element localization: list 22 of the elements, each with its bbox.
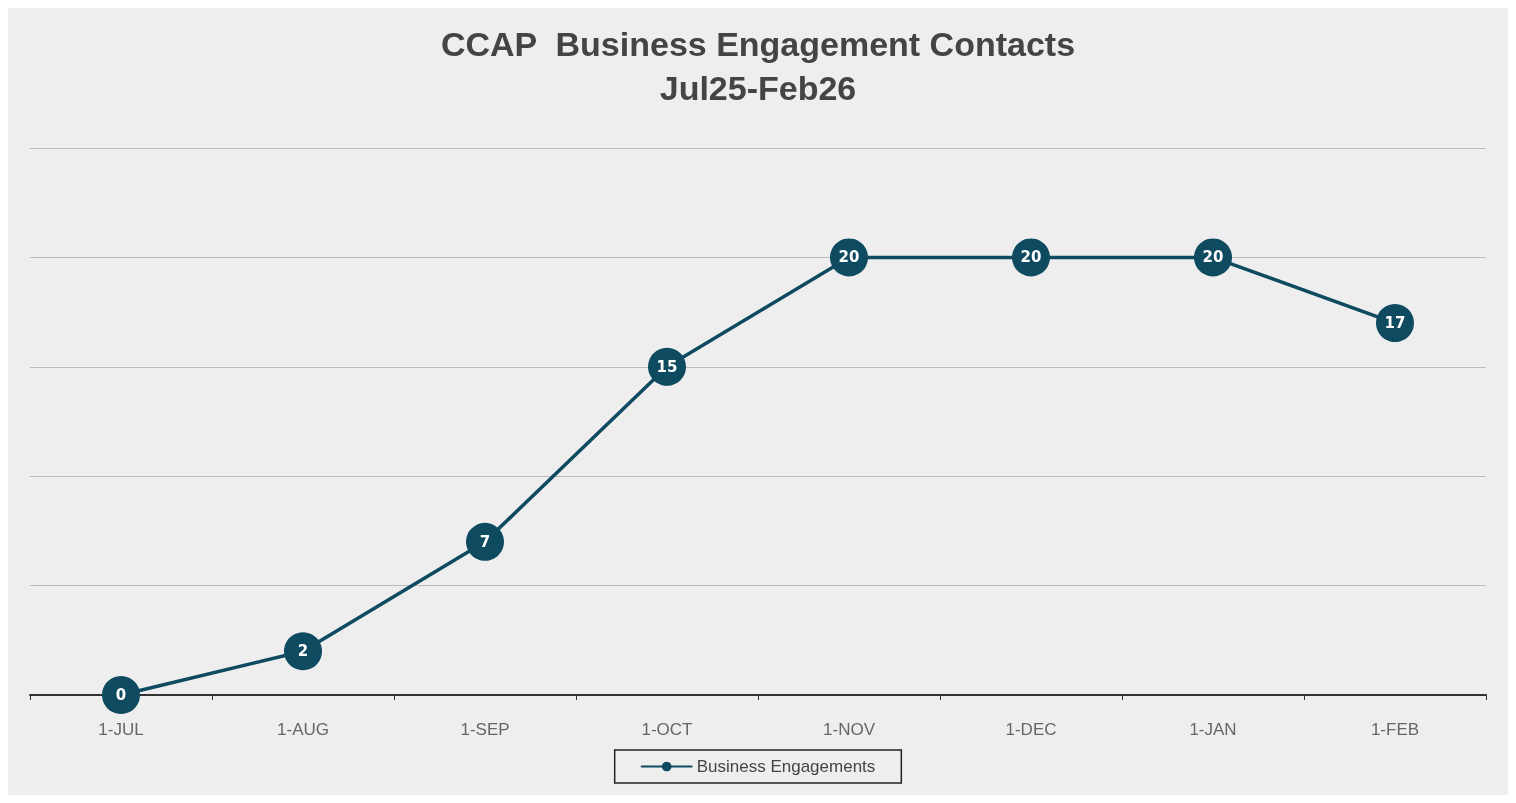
point: [284, 632, 322, 671]
chart-title: CCAP Business Engagement Contacts: [440, 25, 1076, 63]
x-tick-label: 1-AUG: [277, 720, 329, 739]
point: [102, 676, 140, 714]
data-label: 2: [297, 642, 309, 661]
data-label: 0: [115, 686, 127, 704]
data-label: 20: [1020, 248, 1042, 267]
legend-label: Business Engagements: [696, 757, 876, 776]
x-tick-label: 1-JUL: [98, 720, 144, 739]
data-label: 15: [656, 357, 678, 376]
x-tick-label: 1-FEB: [1370, 720, 1420, 739]
x-tick-label: 1-JAN: [1189, 720, 1237, 739]
data-label: 7: [479, 532, 491, 551]
chart-subtitle: Jul25-Feb26: [659, 69, 857, 107]
data-label: 20: [838, 248, 860, 267]
data-label: 20: [1202, 248, 1224, 267]
x-tick-label: 1-OCT: [641, 720, 693, 739]
data-label: 17: [1384, 314, 1406, 333]
x-tick-label: 1-NOV: [823, 720, 876, 739]
point: [466, 522, 504, 561]
x-tick-label: 1-DEC: [1005, 720, 1057, 739]
x-tick-label: 1-SEP: [460, 720, 510, 739]
